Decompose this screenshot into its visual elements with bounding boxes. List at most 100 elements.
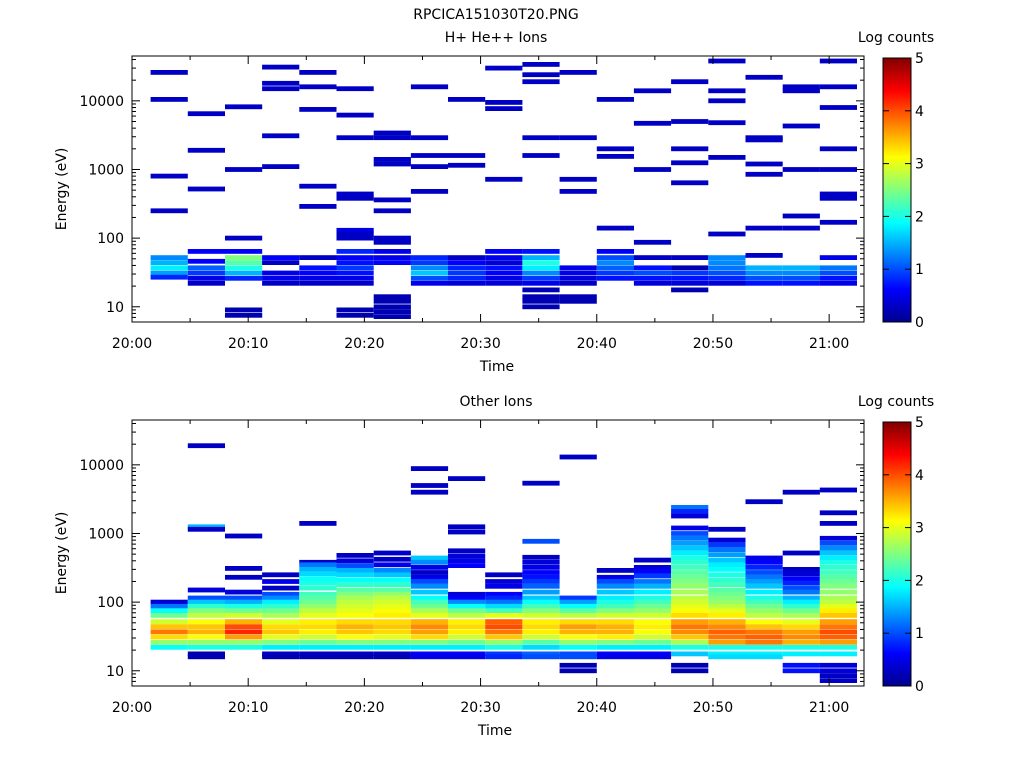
heatmap-cell xyxy=(373,603,411,609)
heatmap-cells xyxy=(150,58,857,319)
heatmap-cell xyxy=(336,639,374,645)
heatmap-cell xyxy=(225,639,263,645)
heatmap-cell xyxy=(782,167,820,172)
heatmap-cell xyxy=(782,662,820,668)
heatmap-cell xyxy=(559,70,597,75)
heatmap-cell xyxy=(819,589,857,595)
heatmap-cell xyxy=(150,608,188,614)
heatmap-cell xyxy=(373,619,411,624)
heatmap-cell xyxy=(782,280,820,286)
colorbar-tick-label: 3 xyxy=(915,521,924,537)
heatmap-cell xyxy=(225,574,263,580)
heatmap-cell xyxy=(782,489,820,495)
heatmap-cell xyxy=(262,619,300,624)
colorbar-tick-label: 5 xyxy=(915,51,924,67)
heatmap-cell xyxy=(596,613,634,618)
x-tick-label: 20:50 xyxy=(693,336,733,352)
heatmap-cell xyxy=(819,487,857,493)
heatmap-cell xyxy=(708,572,746,578)
heatmap-cell xyxy=(448,260,486,265)
heatmap-cell xyxy=(819,219,857,225)
heatmap-cell xyxy=(225,644,263,650)
heatmap-cell xyxy=(485,572,523,578)
heatmap-cell xyxy=(745,603,783,609)
heatmap-cell xyxy=(299,591,337,597)
heatmap-cell xyxy=(448,619,486,624)
panel-h-he-ions: H+ He++ Ions Energy (eV) Time Log counts… xyxy=(54,30,934,375)
heatmap-cell xyxy=(596,270,634,276)
heatmap-cell xyxy=(299,571,337,576)
heatmap-cell xyxy=(299,651,337,657)
heatmap-cell xyxy=(225,260,263,265)
heatmap-cell xyxy=(819,84,857,90)
heatmap-cell xyxy=(782,571,820,576)
heatmap-cell xyxy=(671,603,709,609)
heatmap-cell xyxy=(336,651,374,657)
heatmap-cell xyxy=(262,624,300,629)
heatmap-cell xyxy=(448,591,486,597)
heatmap-cell xyxy=(633,624,672,629)
heatmap-cell xyxy=(448,639,486,645)
heatmap-cell xyxy=(150,260,188,265)
heatmap-cell xyxy=(819,639,857,645)
heatmap-cell xyxy=(522,260,560,265)
x-ticks: 20:00 20:10 20:20 20:30 20:40 20:50 21:00 xyxy=(112,56,849,352)
heatmap-cell xyxy=(671,535,709,541)
heatmap-cell xyxy=(671,639,709,645)
heatmap-cell xyxy=(708,542,746,548)
y-tick-label: 1000 xyxy=(88,526,124,542)
heatmap-cell xyxy=(373,314,411,319)
heatmap-cell xyxy=(596,639,634,645)
heatmap-cell xyxy=(373,654,411,660)
heatmap-cell xyxy=(522,255,560,260)
heatmap-cell xyxy=(225,312,263,318)
heatmap-cell xyxy=(522,595,560,601)
heatmap-cell xyxy=(373,582,411,587)
heatmap-cell xyxy=(187,526,225,532)
heatmap-cell xyxy=(559,629,597,635)
heatmap-cell xyxy=(819,574,857,580)
heatmap-cell xyxy=(262,613,300,618)
heatmap-cell xyxy=(819,629,857,635)
heatmap-cell xyxy=(671,619,709,624)
heatmap-cell xyxy=(373,161,411,167)
heatmap-cell xyxy=(187,186,225,192)
heatmap-cell xyxy=(708,88,746,94)
heatmap-cell xyxy=(522,613,560,618)
heatmap-cell xyxy=(745,280,783,286)
heatmap-cell xyxy=(671,180,709,186)
heatmap-cell xyxy=(410,599,449,605)
heatmap-cell xyxy=(671,624,709,629)
heatmap-cell xyxy=(485,624,523,629)
heatmap-cell xyxy=(633,265,672,271)
colorbar-tick-label: 4 xyxy=(915,104,924,120)
heatmap-cell xyxy=(262,280,300,286)
heatmap-cell xyxy=(150,208,188,214)
heatmap-cell xyxy=(225,235,263,241)
heatmap-cell xyxy=(819,570,857,575)
heatmap-cell xyxy=(782,589,820,595)
heatmap-cell xyxy=(596,260,634,265)
heatmap-cell xyxy=(819,559,857,565)
heatmap-cell xyxy=(262,64,300,70)
heatmap-cell xyxy=(522,304,560,310)
heatmap-cell xyxy=(819,603,857,609)
heatmap-cell xyxy=(373,591,411,597)
heatmap-cell xyxy=(485,275,523,281)
heatmap-cell xyxy=(262,164,300,169)
heatmap-cell xyxy=(373,613,411,618)
heatmap-cell xyxy=(225,608,263,614)
heatmap-cell xyxy=(150,629,188,635)
heatmap-cell xyxy=(522,298,560,304)
heatmap-cell xyxy=(745,608,783,614)
heatmap-cell xyxy=(559,639,597,645)
heatmap-cell xyxy=(485,644,523,650)
x-tick-label: 21:00 xyxy=(809,336,849,352)
heatmap-cell xyxy=(596,579,634,584)
heatmap-cell xyxy=(633,565,672,570)
heatmap-cell xyxy=(150,97,188,102)
heatmap-cell xyxy=(262,585,300,591)
heatmap-cell xyxy=(782,668,820,674)
heatmap-cell xyxy=(299,608,337,614)
